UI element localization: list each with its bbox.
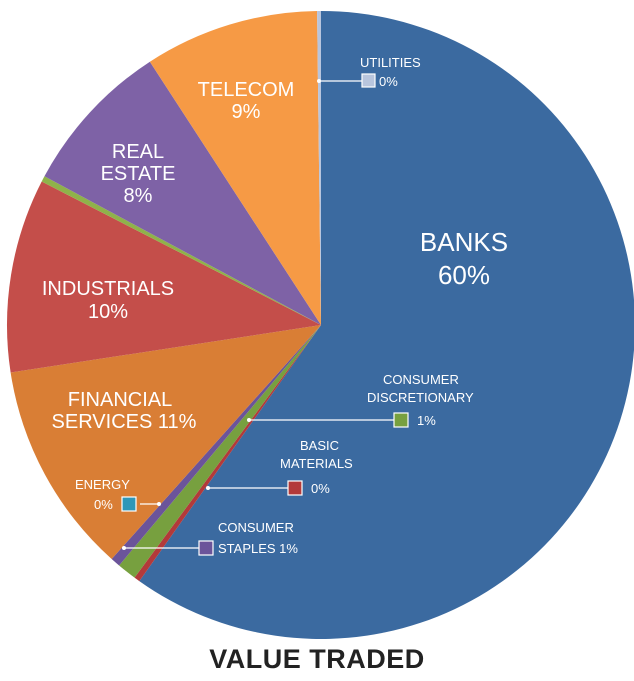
label-real-estate-line2: ESTATE	[101, 163, 176, 185]
label-telecom: TELECOM 9%	[198, 79, 295, 123]
label-financial-line1: FINANCIAL	[68, 389, 172, 411]
label-banks: BANKS 60%	[420, 227, 508, 290]
label-banks-pct: 60%	[438, 260, 490, 290]
callout-consumer-disc-pct: 1%	[417, 413, 436, 428]
callout-consumer-discretionary: CONSUMER DISCRETIONARY 1%	[247, 372, 474, 428]
consumer-staples-swatch	[198, 540, 214, 556]
label-banks-name: BANKS	[420, 227, 508, 257]
pie-slice-industrials	[6, 181, 321, 373]
callout-basic-line2: MATERIALS	[280, 456, 353, 471]
callout-consumer-staples: CONSUMER STAPLES 1%	[122, 520, 298, 556]
callout-consumer-disc-line1: CONSUMER	[383, 372, 459, 387]
callout-energy-name: ENERGY	[75, 477, 130, 492]
callout-utilities-pct: 0%	[379, 74, 398, 89]
label-financial-services: FINANCIAL SERVICES 11%	[52, 389, 197, 433]
pie-slice-consumer-staples	[111, 325, 321, 566]
label-real-estate-line1: REAL	[112, 141, 164, 163]
label-industrials: INDUSTRIALS 10%	[42, 278, 174, 323]
callout-basic-pct: 0%	[311, 481, 330, 496]
callout-staples-line1: CONSUMER	[218, 520, 294, 535]
pie-slice-real-estate	[44, 61, 321, 326]
callout-utilities-name: UTILITIES	[360, 55, 421, 70]
energy-swatch	[121, 496, 137, 512]
callout-utilities: UTILITIES 0%	[317, 55, 421, 89]
pie-slice-consumer-discretionary	[119, 325, 321, 578]
callout-energy-pct: 0%	[94, 497, 113, 512]
utilities-swatch	[361, 73, 376, 88]
consumer-discretionary-swatch	[393, 412, 409, 428]
callout-basic-materials: BASIC MATERIALS 0%	[206, 438, 353, 496]
pie-slice-financial-services	[10, 325, 321, 560]
label-industrials-name: INDUSTRIALS	[42, 278, 174, 300]
pie-chart: BANKS 60% TELECOM 9% REAL ESTATE 8% INDU…	[6, 11, 634, 639]
label-real-estate: REAL ESTATE 8%	[101, 141, 176, 207]
pie-slice-utilities	[317, 11, 321, 325]
label-industrials-pct: 10%	[88, 301, 128, 323]
pie-slice-telecom	[149, 11, 321, 325]
label-real-estate-pct: 8%	[124, 185, 153, 207]
label-financial-line2: SERVICES 11%	[52, 411, 197, 433]
callout-staples-line2: STAPLES 1%	[218, 541, 298, 556]
callout-consumer-disc-line2: DISCRETIONARY	[367, 390, 474, 405]
callout-basic-line1: BASIC	[300, 438, 339, 453]
pie-slice-basic-materials	[134, 325, 321, 582]
callout-energy: ENERGY 0%	[75, 477, 161, 512]
pie-slice-re-ind-sliver	[41, 176, 321, 325]
chart-title: VALUE TRADED	[209, 644, 425, 674]
pie-slice-banks	[139, 11, 634, 639]
label-telecom-pct: 9%	[232, 101, 261, 123]
label-telecom-name: TELECOM	[198, 79, 295, 101]
basic-materials-swatch	[287, 480, 303, 496]
